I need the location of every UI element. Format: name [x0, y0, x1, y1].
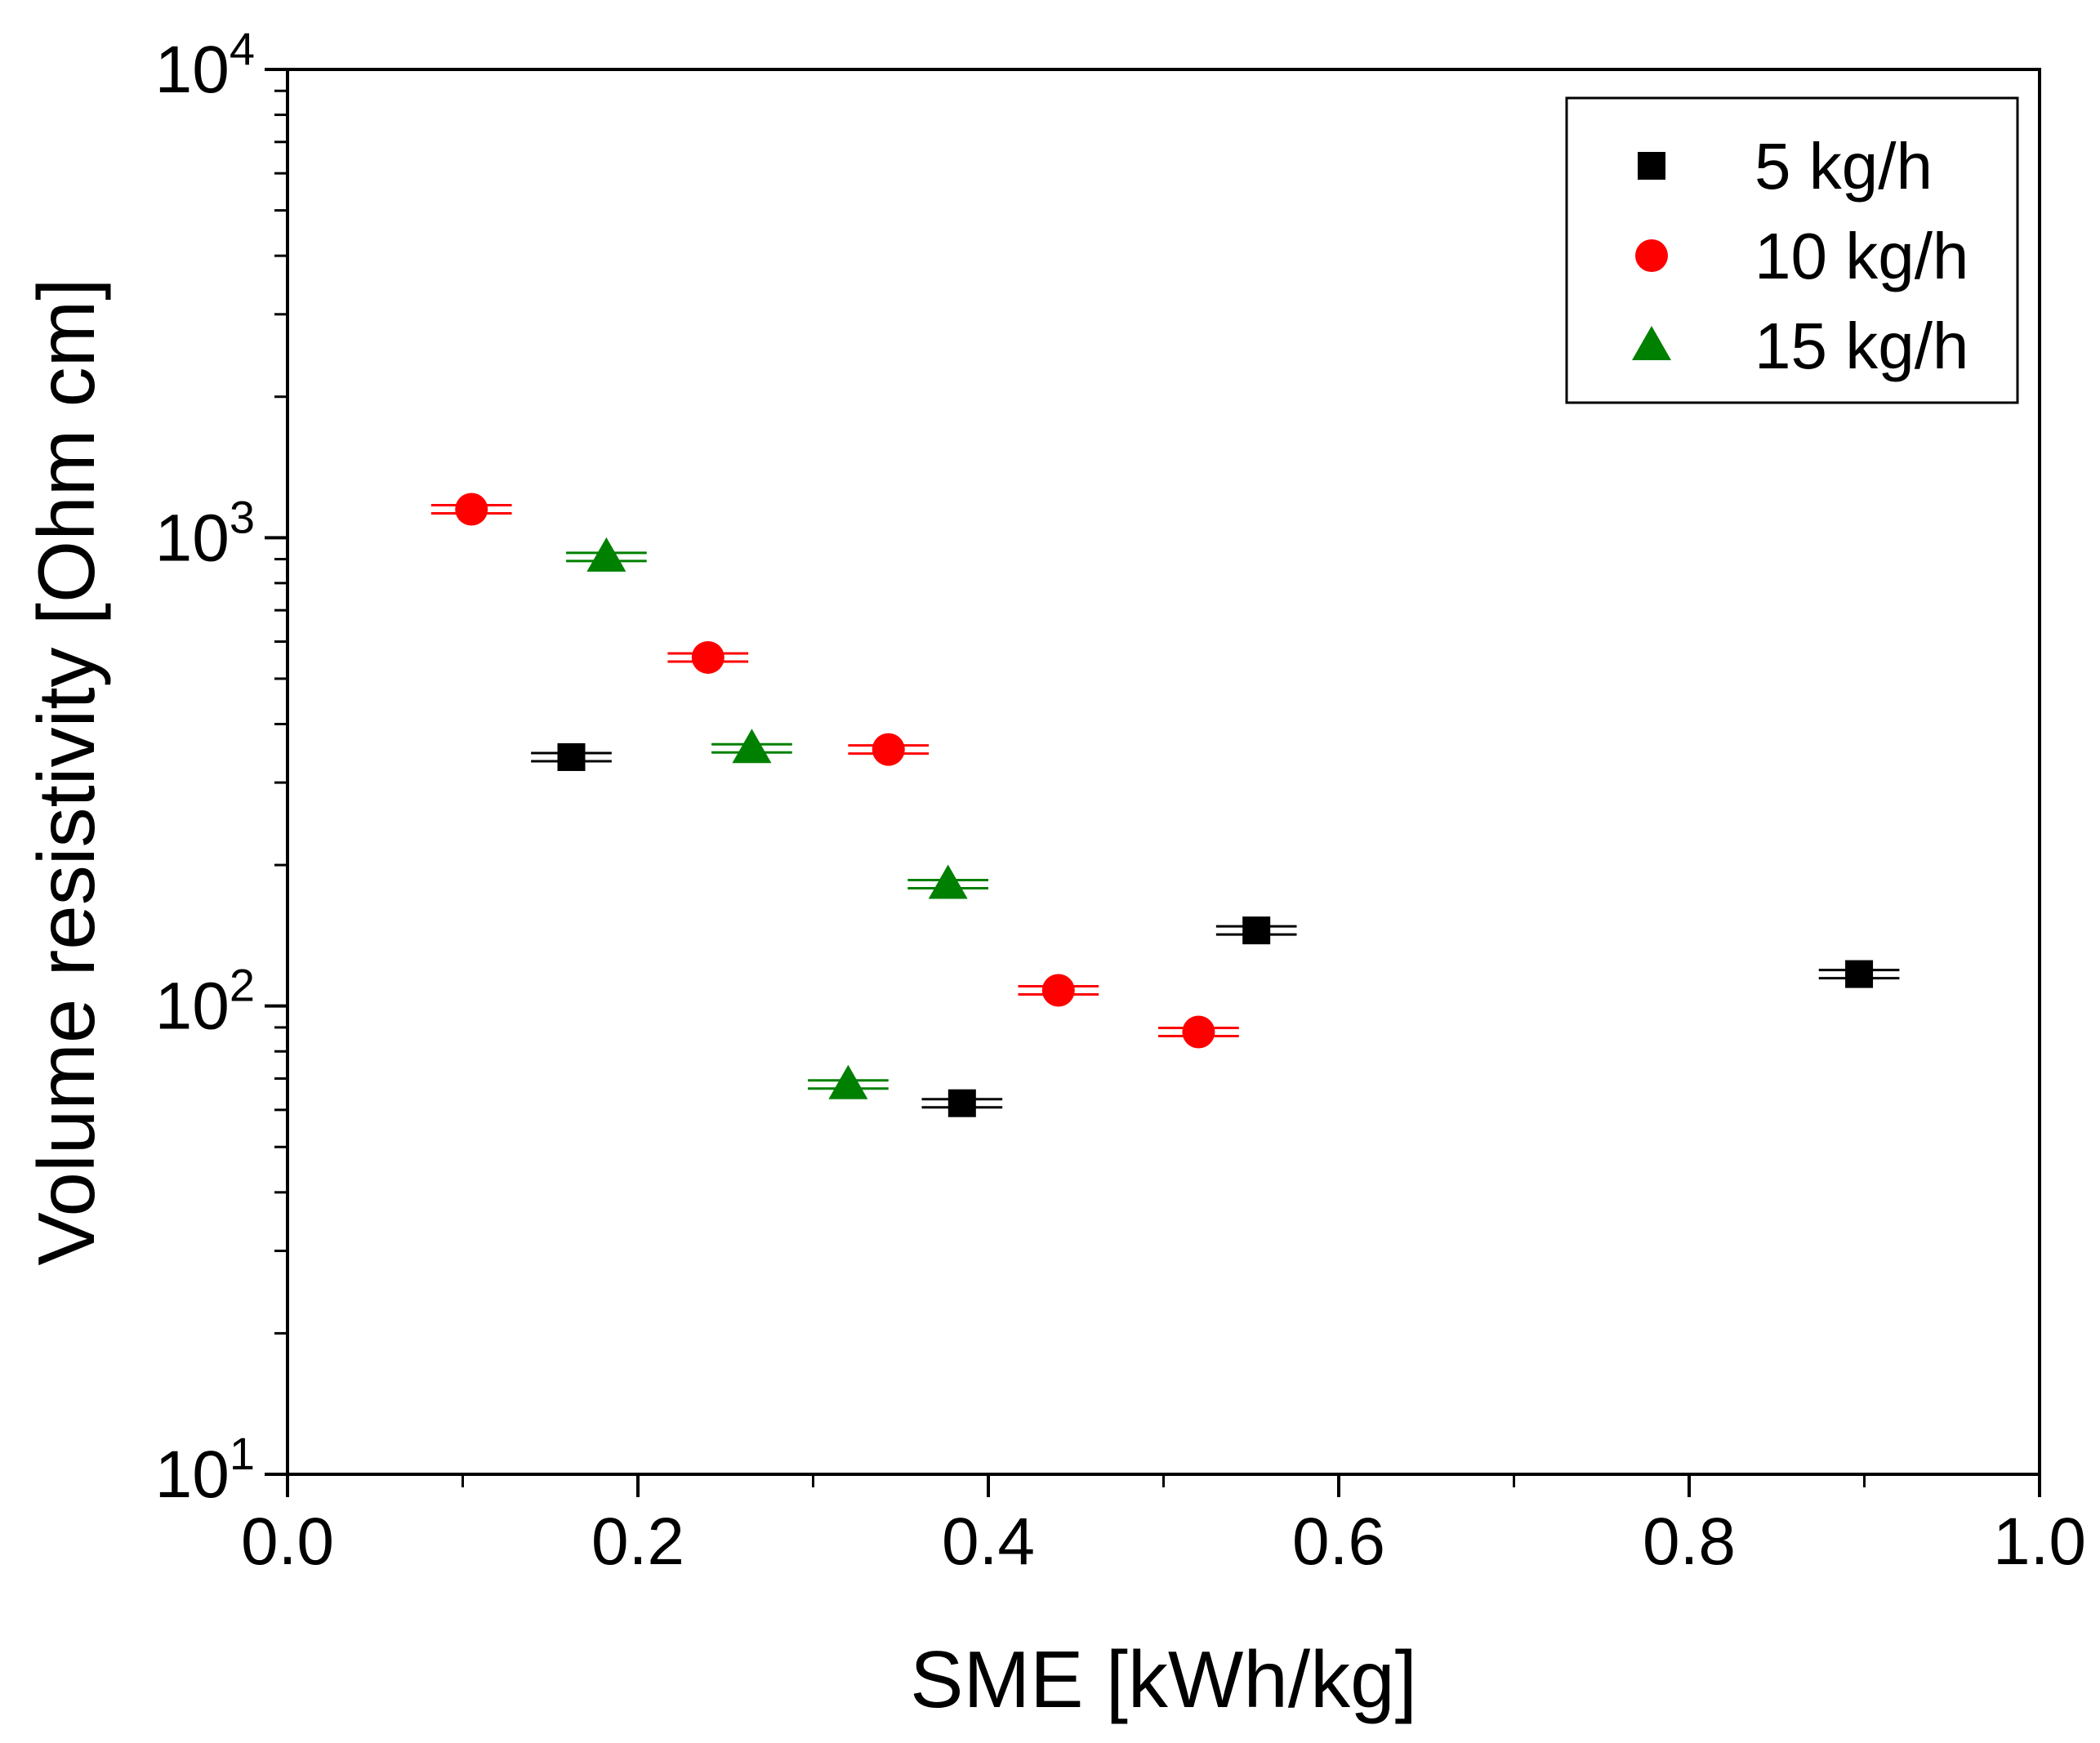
data-point	[1041, 974, 1075, 1007]
data-point	[455, 493, 488, 526]
y-axis-title: Volume resistivity [Ohm cm]	[21, 279, 111, 1266]
legend: 5 kg/h 10 kg/h 15 kg/h	[1565, 96, 2019, 404]
data-point	[947, 1089, 976, 1117]
data-point	[1182, 1015, 1215, 1049]
data-point	[557, 742, 586, 771]
x-tick-label: 0.8	[1643, 1505, 1736, 1579]
x-tick-label: 1.0	[1993, 1505, 2086, 1579]
y-tick-label: 101	[155, 1428, 255, 1512]
data-point	[1845, 960, 1874, 988]
y-tick-label: 103	[155, 491, 255, 575]
x-axis: 0.0 0.2 0.4 0.6 0.8 1.0	[241, 1474, 2086, 1579]
data-points	[430, 493, 1900, 1117]
data-point	[586, 537, 626, 572]
x-axis-title: SME [kWh/kg]	[910, 1634, 1417, 1724]
data-point	[872, 733, 905, 766]
legend-label: 5 kg/h	[1754, 130, 1933, 203]
legend-marker	[1638, 152, 1665, 180]
x-tick-label: 0.2	[591, 1505, 684, 1579]
legend-label: 10 kg/h	[1754, 220, 1968, 292]
x-tick-label: 0.0	[241, 1505, 334, 1579]
data-point	[1242, 916, 1271, 945]
data-point	[828, 1064, 868, 1099]
y-axis: 101 102 103 104	[155, 23, 288, 1512]
legend-label: 15 kg/h	[1754, 310, 1968, 382]
x-tick-label: 0.6	[1292, 1505, 1385, 1579]
data-point	[732, 729, 772, 764]
data-point	[691, 640, 725, 674]
legend-marker	[1635, 239, 1668, 272]
y-tick-label: 102	[155, 960, 255, 1044]
y-tick-label: 104	[155, 23, 255, 107]
legend-marker	[1632, 326, 1671, 360]
data-point	[928, 864, 968, 899]
x-tick-label: 0.4	[942, 1505, 1035, 1579]
